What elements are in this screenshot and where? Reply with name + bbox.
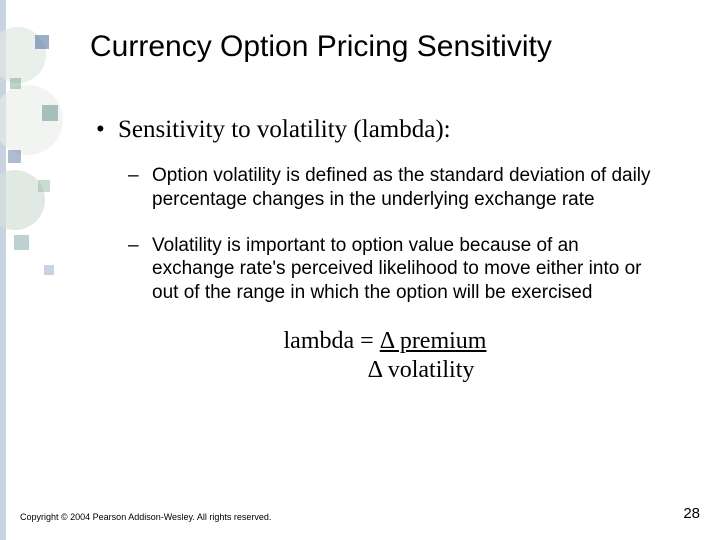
formula-numerator: Δ premium xyxy=(380,328,487,354)
formula-lhs: lambda = xyxy=(284,328,380,354)
main-bullet: Sensitivity to volatility (lambda): xyxy=(118,116,680,144)
formula-denominator: Δ volatility xyxy=(90,356,680,385)
sub-bullet-2: Volatility is important to option value … xyxy=(152,234,660,305)
page-number: 28 xyxy=(683,505,700,522)
sub-bullet-1: Option volatility is defined as the stan… xyxy=(152,164,660,212)
formula-block: lambda = Δ premium Δ volatility xyxy=(90,327,680,385)
formula-line-1: lambda = Δ premium xyxy=(90,327,680,356)
slide-title: Currency Option Pricing Sensitivity xyxy=(90,30,680,64)
slide-content: Currency Option Pricing Sensitivity Sens… xyxy=(90,30,680,384)
copyright-text: Copyright © 2004 Pearson Addison-Wesley.… xyxy=(20,512,271,522)
slide-footer: Copyright © 2004 Pearson Addison-Wesley.… xyxy=(20,505,700,522)
slide-background-decoration xyxy=(0,0,80,540)
